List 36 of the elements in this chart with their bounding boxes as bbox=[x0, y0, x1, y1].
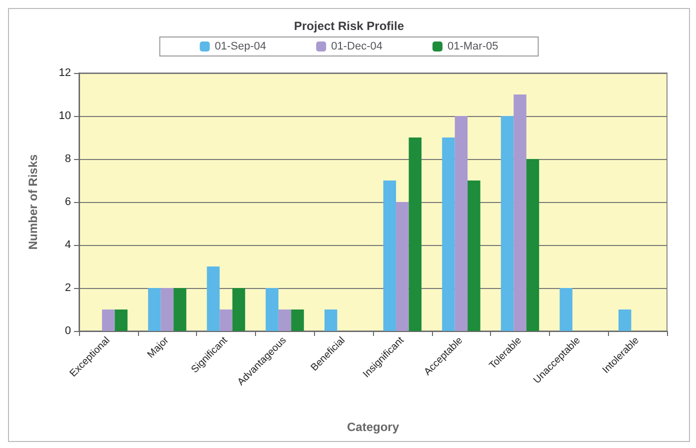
bar bbox=[174, 288, 186, 331]
bar bbox=[500, 116, 514, 331]
bar bbox=[468, 180, 480, 331]
x-axis-title: Category bbox=[346, 420, 400, 434]
bar bbox=[396, 202, 409, 331]
y-tick-label: 6 bbox=[64, 196, 71, 208]
legend-label: 01-Mar-05 bbox=[447, 40, 498, 52]
legend-label: 01-Sep-04 bbox=[214, 40, 266, 52]
y-tick-label: 10 bbox=[58, 110, 71, 122]
bar bbox=[454, 116, 468, 331]
bar bbox=[560, 288, 572, 331]
y-axis-title: Number of Risks bbox=[26, 154, 40, 250]
bar bbox=[324, 310, 338, 331]
bar bbox=[514, 94, 526, 331]
bar bbox=[148, 288, 161, 331]
bar bbox=[291, 310, 304, 331]
bar bbox=[114, 310, 128, 331]
y-tick-label: 0 bbox=[64, 325, 71, 337]
bar bbox=[526, 159, 540, 331]
bar bbox=[220, 310, 232, 331]
bar bbox=[266, 288, 278, 331]
bar bbox=[383, 180, 396, 331]
bar bbox=[102, 310, 115, 331]
y-tick-label: 8 bbox=[64, 153, 71, 165]
bar bbox=[160, 288, 174, 331]
y-tick-label: 2 bbox=[64, 282, 71, 294]
y-tick-label: 12 bbox=[58, 67, 71, 79]
legend-label: 01-Dec-04 bbox=[331, 40, 382, 52]
y-tick-label: 4 bbox=[64, 239, 71, 251]
bar bbox=[618, 310, 632, 331]
bar bbox=[206, 266, 220, 331]
bar bbox=[442, 138, 455, 331]
bar bbox=[408, 138, 422, 331]
chart-title: Project Risk Profile bbox=[294, 19, 404, 33]
bar bbox=[278, 310, 292, 331]
bar bbox=[232, 288, 246, 331]
